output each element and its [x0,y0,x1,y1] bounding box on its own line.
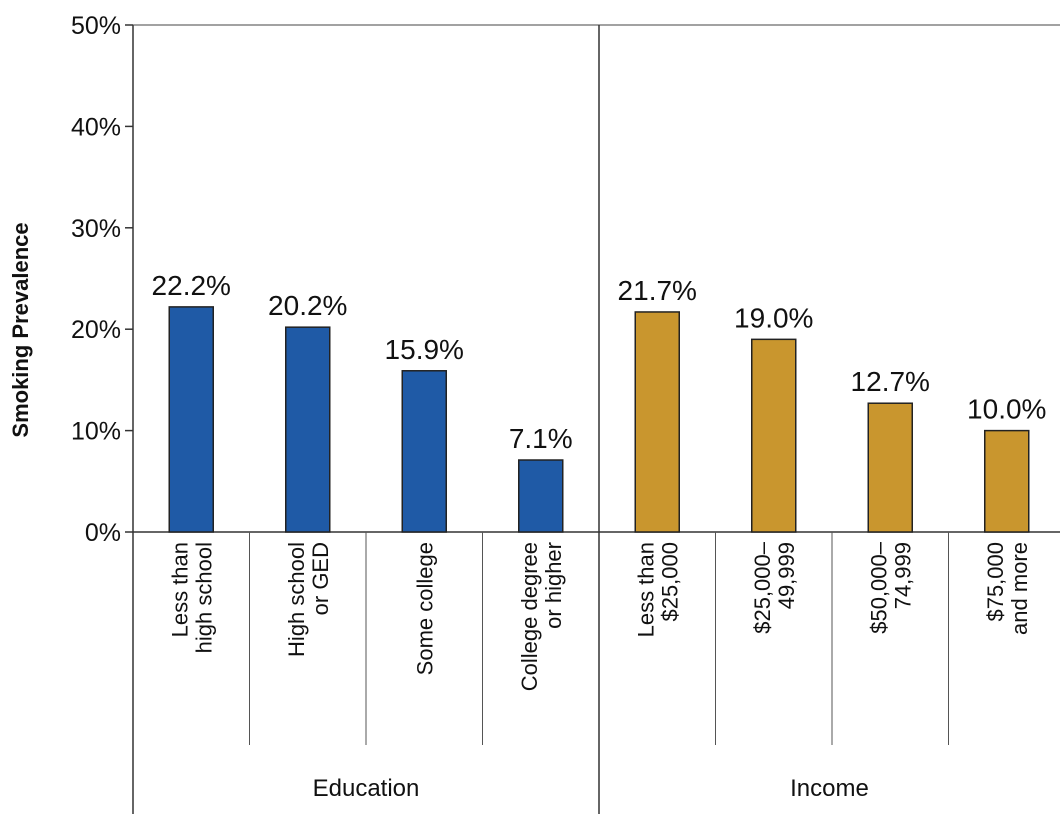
category-label-line: $25,000– [750,541,775,634]
data-label: 15.9% [385,334,464,365]
bar [285,326,331,533]
bars [168,306,1030,533]
axes [125,24,1060,814]
category-label-line: Some college [412,542,437,675]
category-label: Less thanhigh school [167,542,216,653]
category-label: High schoolor GED [284,542,333,657]
category-label-line: Less than [167,542,192,637]
bar [867,402,913,533]
data-label: 10.0% [967,394,1046,425]
labels: 0%10%20%30%40%50%22.2%Less thanhigh scho… [71,12,1047,802]
category-label-line: $50,000– [866,541,891,634]
data-label: 19.0% [734,302,813,333]
data-label: 12.7% [851,366,930,397]
bar [518,459,564,533]
category-label-line: 74,999 [890,542,915,609]
y-axis-label: Smoking Prevalence [8,222,33,437]
bar [751,338,797,533]
bar [401,370,447,533]
category-label-line: $75,000 [983,542,1008,622]
category-label-line: or higher [541,542,566,629]
category-label: Less than$25,000 [633,542,682,637]
group-label: Income [790,775,869,802]
y-tick-label: 0% [85,519,121,547]
category-label-line: High school [284,542,309,657]
category-label-line: and more [1007,542,1032,635]
data-label: 20.2% [268,290,347,321]
category-label-line: $25,000 [657,542,682,622]
group-label: Education [313,775,420,802]
category-label-line: 49,999 [774,542,799,609]
category-label: Some college [412,542,437,675]
category-label: $25,000–49,999 [750,541,799,634]
category-label: $50,000–74,999 [866,541,915,634]
y-tick-label: 30% [71,215,121,243]
y-tick-label: 50% [71,12,121,40]
bar [634,311,680,533]
y-tick-label: 10% [71,418,121,446]
y-tick-label: 40% [71,113,121,141]
bar [168,306,214,533]
y-tick-label: 20% [71,316,121,344]
category-label-line: College degree [517,542,542,691]
data-label: 7.1% [509,423,573,454]
category-label-line: high school [191,542,216,653]
category-label: College degreeor higher [517,542,566,691]
category-label-line: Less than [633,542,658,637]
data-label: 22.2% [152,270,231,301]
category-label: $75,000and more [983,542,1032,635]
bar [984,429,1030,533]
category-label-line: or GED [308,542,333,615]
data-label: 21.7% [618,275,697,306]
